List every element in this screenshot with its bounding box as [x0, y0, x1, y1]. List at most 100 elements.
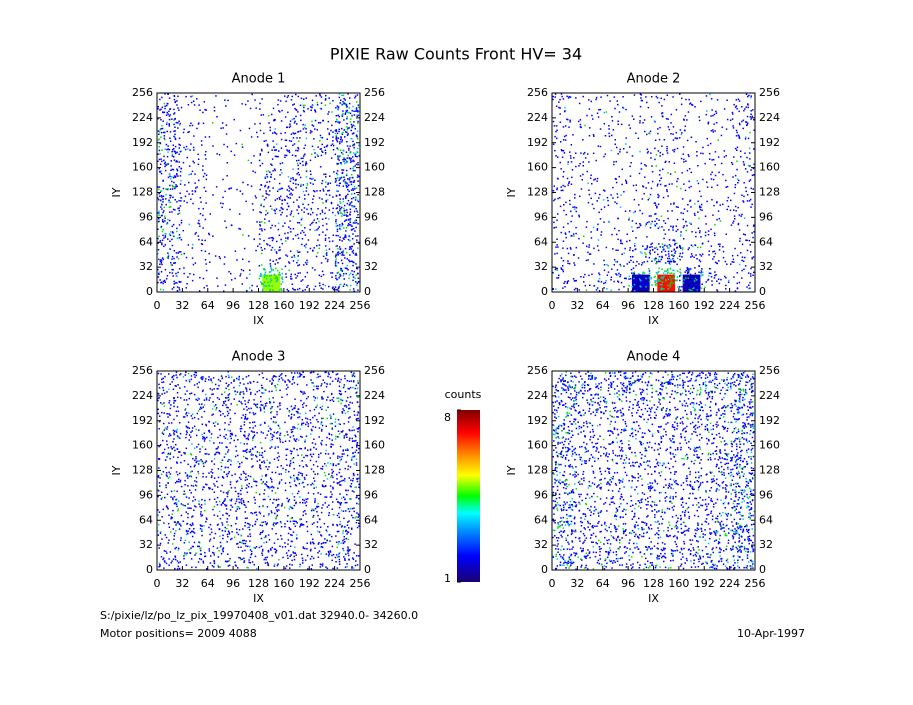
count-dot: [353, 210, 356, 213]
count-dot: [252, 439, 254, 441]
count-dot: [208, 488, 211, 490]
count-dot: [267, 486, 269, 488]
x-tick-label: 192: [694, 299, 715, 312]
count-dot: [277, 262, 279, 264]
count-dot: [302, 203, 304, 205]
count-dot: [558, 274, 560, 277]
count-dot: [289, 180, 292, 182]
count-dot: [707, 121, 710, 123]
count-dot: [630, 268, 633, 271]
count-dot: [311, 124, 314, 126]
count-dot: [351, 457, 353, 459]
count-dot: [611, 120, 614, 122]
count-dot: [336, 184, 338, 187]
count-dot: [164, 236, 167, 238]
count-dot: [753, 231, 755, 233]
count-dot: [641, 198, 644, 200]
count-dot: [173, 438, 175, 440]
count-dot: [164, 375, 166, 378]
count-dot: [354, 95, 357, 97]
count-dot: [214, 383, 217, 386]
count-dot: [256, 381, 259, 383]
count-dot: [305, 474, 308, 476]
count-dot: [307, 492, 310, 494]
count-dot: [745, 121, 747, 123]
count-dot: [656, 207, 658, 209]
count-dot: [351, 437, 353, 440]
count-dot: [264, 437, 267, 439]
count-dot: [244, 413, 247, 416]
count-dot: [562, 260, 565, 262]
count-dot: [160, 225, 163, 228]
count-dot: [749, 116, 752, 118]
count-dot: [581, 179, 583, 181]
count-dot: [746, 286, 748, 288]
count-dot: [204, 438, 206, 440]
count-dot: [556, 277, 558, 279]
count-dot: [198, 290, 201, 292]
count-dot: [564, 106, 566, 109]
count-dot: [222, 404, 224, 407]
count-dot: [672, 229, 674, 231]
count-dot: [352, 452, 354, 455]
count-dot: [284, 156, 286, 158]
count-dot: [677, 206, 679, 208]
count-dot: [290, 431, 293, 434]
count-dot: [272, 289, 274, 291]
count-dot: [569, 203, 571, 206]
count-dot: [587, 153, 589, 155]
count-dot: [157, 220, 160, 223]
count-dot: [290, 188, 293, 190]
count-dot: [247, 100, 249, 102]
count-dot: [700, 203, 703, 206]
count-dot: [239, 273, 242, 275]
count-dot: [691, 103, 693, 106]
count-dot: [639, 105, 642, 108]
count-dot: [169, 271, 171, 274]
count-dot: [564, 139, 567, 141]
count-dot: [270, 278, 272, 280]
count-dot: [753, 224, 755, 226]
count-dot: [600, 96, 602, 98]
count-dot: [632, 267, 635, 269]
count-dot: [189, 475, 192, 477]
count-dot: [630, 290, 633, 292]
count-dot: [614, 143, 616, 145]
count-dot: [230, 272, 232, 275]
count-dot: [355, 458, 358, 460]
count-dot: [346, 141, 348, 143]
count-dot: [286, 407, 289, 410]
count-dot: [639, 224, 642, 227]
count-dot: [321, 209, 323, 212]
count-dot: [734, 247, 736, 250]
count-dot: [313, 487, 315, 489]
count-dot: [259, 153, 261, 155]
count-dot: [639, 251, 642, 253]
count-dot: [353, 243, 355, 245]
count-dot: [746, 200, 749, 202]
count-dot: [325, 217, 327, 219]
count-dot: [273, 146, 275, 149]
count-dot: [166, 222, 169, 224]
count-dot: [270, 446, 273, 448]
count-dot: [267, 468, 269, 471]
count-dot: [353, 146, 355, 149]
count-dot: [345, 126, 348, 128]
count-dot: [202, 406, 204, 408]
count-dot: [249, 422, 251, 424]
count-dot: [560, 141, 562, 143]
count-dot: [276, 190, 279, 192]
count-dot: [328, 438, 331, 440]
count-dot: [165, 198, 167, 200]
count-dot: [285, 448, 287, 451]
count-dot: [355, 263, 357, 265]
count-dot: [174, 187, 176, 190]
count-dot: [165, 233, 167, 235]
count-dot: [196, 460, 198, 463]
count-dot: [680, 187, 682, 190]
count-dot: [356, 115, 358, 117]
count-dot: [344, 480, 346, 482]
count-dot: [597, 249, 600, 252]
count-dot: [341, 215, 343, 217]
count-dot: [281, 242, 283, 245]
